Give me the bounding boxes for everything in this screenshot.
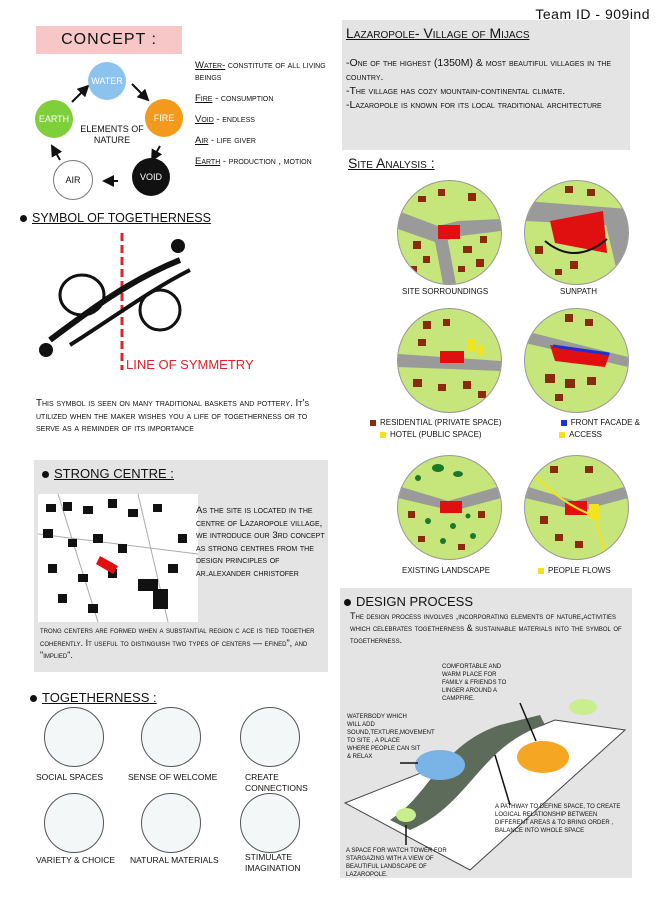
legend-access: ACCESS	[559, 429, 602, 441]
element-definitions: Water- constitute of all living beings F…	[195, 60, 326, 167]
air-node: AIR	[53, 160, 93, 200]
site-legend: RESIDENTIAL (PRIVATE SPACE) FRONT FACADE…	[370, 417, 640, 441]
strong-centre-side-text: As the site is located in the centre of …	[196, 505, 325, 579]
sense-of-welcome-icon	[141, 707, 201, 767]
earth-node: EARTH	[35, 100, 73, 138]
label-variety-choice: VARIETY & CHOICE	[36, 855, 116, 865]
map-existing-landscape	[397, 455, 502, 560]
map-people-flows	[524, 455, 629, 560]
map-front-facade	[524, 308, 629, 413]
label-create-connections: CREATE CONNECTIONS	[245, 772, 308, 793]
label-stimulate-imagination: STIMULATE IMAGINATION	[245, 852, 301, 873]
design-process-heading: DESIGN PROCESS	[344, 594, 473, 609]
note-waterbody: WATERBODY WHICH WILL ADD SOUND,TEXTURE,M…	[347, 714, 435, 760]
togetherness-symbol	[39, 233, 191, 370]
label-sense-of-welcome: SENSE OF WELCOME	[128, 772, 218, 782]
stimulate-imagination-icon	[240, 793, 300, 853]
legend-front-facade: FRONT FACADE &	[560, 417, 640, 429]
fire-node: FIRE	[145, 99, 183, 137]
intro-title: Lazaropole- Village of Mijacs	[346, 25, 530, 41]
design-process-diagram	[343, 699, 627, 871]
strong-centre-bottom-text: trong centers are formed when a substant…	[40, 625, 315, 661]
symbol-description: This symbol is seen on many traditional …	[36, 398, 309, 434]
label-existing-landscape: EXISTING LANDSCAPE	[402, 566, 491, 575]
create-connections-icon	[240, 707, 300, 767]
map-facilities	[397, 308, 502, 413]
elements-of-nature-label: ELEMENTS OF NATURE	[80, 124, 144, 145]
symbol-heading: SYMBOL OF TOGETHERNESS	[20, 211, 211, 225]
intro-text: -One of the highest (1350M) & most beaut…	[346, 57, 612, 111]
togetherness-heading: TOGETHERNESS :	[30, 690, 157, 705]
natural-materials-icon	[141, 793, 201, 853]
void-node: VOID	[132, 158, 170, 196]
label-social-spaces: SOCIAL SPACES	[36, 772, 104, 782]
design-process-description: The design process involves ,incorporati…	[350, 611, 622, 645]
concept-arrows	[51, 83, 163, 187]
strong-centre-heading: STRONG CENTRE :	[42, 466, 174, 481]
note-watch-tower: A SPACE FOR WATCH TOWER FOR STARGAZING W…	[346, 848, 447, 878]
label-natural-materials: NATURAL MATERIALS	[130, 855, 219, 865]
social-spaces-icon	[44, 707, 104, 767]
map-site-surroundings	[397, 180, 502, 285]
note-pathway: A PATHWAY TO DEFINE SPACE, TO CREATE LOG…	[495, 804, 621, 834]
water-node: WATER	[88, 62, 126, 100]
label-sunpath: SUNPATH	[560, 287, 598, 296]
map-sunpath	[524, 180, 629, 285]
legend-hotel: HOTEL (PUBLIC SPACE)	[380, 429, 482, 441]
variety-choice-icon	[44, 793, 104, 853]
line-of-symmetry-label: LINE OF SYMMETRY	[126, 357, 254, 372]
label-people-flows: PEOPLE FLOWS	[538, 566, 611, 575]
strong-centre-map	[38, 494, 198, 622]
team-id: Team ID - 909ind	[535, 6, 650, 22]
site-analysis-heading: Site Analysis :	[348, 155, 435, 171]
concept-title: CONCEPT :	[36, 26, 182, 54]
note-campfire: COMFORTABLE AND WARM PLACE FOR FAMILY & …	[442, 664, 507, 702]
legend-residential: RESIDENTIAL (PRIVATE SPACE)	[370, 417, 502, 429]
intro-box: Lazaropole- Village of Mijacs -One of th…	[342, 20, 630, 150]
label-site-surroundings: SITE SORROUNDINGS	[402, 287, 489, 296]
